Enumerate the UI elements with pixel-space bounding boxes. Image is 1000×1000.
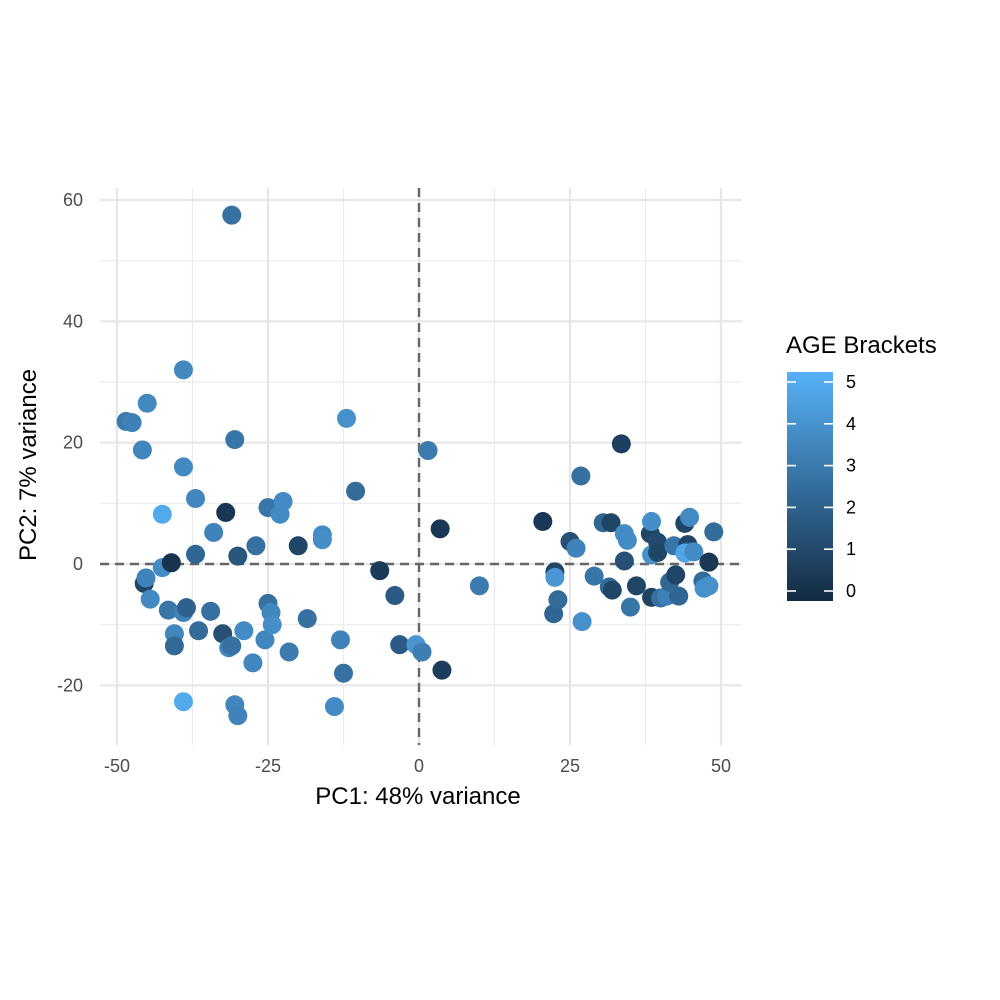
scatter-point (626, 576, 646, 596)
legend-colorbar (787, 372, 833, 601)
scatter-point (158, 600, 178, 620)
color-legend: AGE Brackets 0 1 2 3 4 5 (786, 332, 937, 601)
scatter-point (225, 430, 245, 450)
scatter-point (137, 393, 157, 413)
scatter-point (312, 530, 332, 550)
scatter-point (186, 544, 206, 564)
y-axis-ticks: -20 0 20 40 60 (57, 190, 83, 695)
scatter-point (704, 522, 724, 542)
x-tick-label: 25 (560, 756, 580, 776)
scatter-point (246, 536, 266, 556)
scatter-point (330, 630, 350, 650)
scatter-point (533, 512, 553, 532)
scatter-point (620, 597, 640, 617)
scatter-point (390, 635, 410, 655)
data-points (116, 205, 724, 726)
scatter-point (334, 663, 353, 683)
scatter-point (228, 546, 248, 566)
scatter-point (346, 481, 366, 501)
scatter-point (469, 576, 489, 596)
scatter-point (201, 601, 221, 621)
scatter-point (122, 413, 142, 433)
scatter-point (584, 566, 604, 586)
scatter-point (270, 504, 290, 524)
y-tick-label: 0 (73, 554, 83, 574)
x-tick-label: -25 (255, 756, 281, 776)
legend-tick-label: 1 (846, 539, 856, 559)
scatter-point (548, 590, 568, 610)
scatter-point (173, 360, 193, 380)
scatter-point (412, 642, 432, 662)
scatter-point (699, 576, 719, 596)
legend-tick-label: 3 (846, 456, 856, 476)
scatter-point (602, 580, 622, 600)
scatter-point (432, 660, 452, 680)
scatter-point (324, 697, 344, 717)
scatter-point (648, 542, 668, 562)
scatter-point (699, 552, 719, 572)
grid-minor (100, 188, 742, 745)
x-axis-ticks: -50 -25 0 25 50 (104, 756, 731, 776)
scatter-point (297, 609, 317, 629)
scatter-point (572, 612, 592, 632)
scatter-point (669, 586, 689, 606)
x-tick-label: 50 (711, 756, 731, 776)
scatter-point (545, 567, 565, 587)
scatter-point (666, 565, 686, 585)
scatter-point (173, 692, 193, 712)
scatter-point (571, 466, 591, 486)
scatter-point (601, 513, 621, 533)
scatter-point (140, 589, 160, 609)
scatter-point (234, 621, 254, 641)
scatter-point (222, 205, 242, 225)
y-tick-label: 20 (63, 433, 83, 453)
scatter-point (288, 536, 308, 556)
scatter-point (255, 630, 275, 650)
legend-title: AGE Brackets (786, 332, 937, 359)
scatter-point (204, 522, 224, 542)
legend-tick-label: 2 (846, 497, 856, 517)
scatter-point (642, 512, 662, 532)
scatter-point (614, 551, 634, 571)
scatter-point (228, 706, 248, 726)
scatter-point (176, 598, 196, 618)
scatter-point (262, 615, 282, 635)
scatter-point (370, 561, 390, 581)
scatter-point (152, 504, 172, 524)
scatter-point (189, 621, 209, 641)
scatter-point (186, 488, 206, 508)
y-tick-label: 60 (63, 190, 83, 210)
y-tick-label: 40 (63, 311, 83, 331)
scatter-point (430, 519, 450, 539)
scatter-point (243, 653, 263, 673)
x-tick-label: -50 (104, 756, 130, 776)
y-tick-label: -20 (57, 675, 83, 695)
scatter-point (132, 440, 152, 460)
scatter-point (279, 642, 299, 662)
scatter-point (385, 586, 405, 606)
x-axis-title: PC1: 48% variance (315, 783, 520, 810)
reference-lines (100, 188, 742, 745)
scatter-point (617, 530, 637, 550)
y-axis-title: PC2: 7% variance (15, 369, 42, 561)
scatter-point (680, 507, 700, 527)
legend-tick-label: 5 (846, 372, 856, 392)
legend-tick-label: 4 (846, 414, 856, 434)
scatter-point (337, 408, 357, 428)
scatter-point (136, 568, 156, 588)
scatter-point (222, 636, 242, 656)
scatter-point (418, 441, 438, 461)
legend-tick-label: 0 (846, 581, 856, 601)
legend-ticks: 0 1 2 3 4 5 (787, 372, 856, 601)
scatter-point (611, 434, 631, 454)
scatter-point (173, 457, 193, 477)
x-tick-label: 0 (414, 756, 424, 776)
scatter-point (161, 553, 181, 573)
scatter-point (566, 538, 586, 558)
scatter-point (684, 542, 704, 562)
scatter-point (216, 502, 236, 522)
scatter-point (164, 636, 184, 656)
